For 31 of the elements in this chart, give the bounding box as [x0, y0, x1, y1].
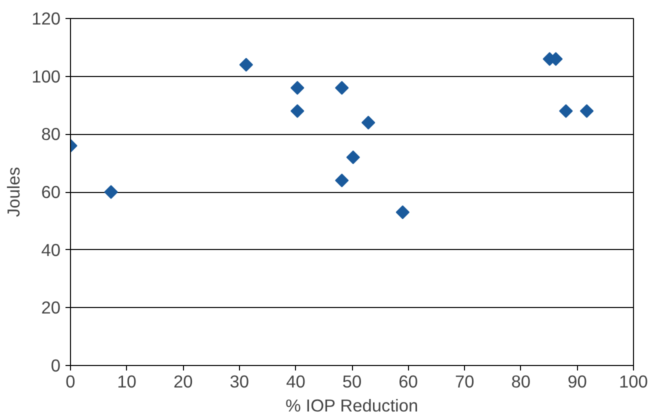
point	[396, 205, 410, 220]
y-tick-label: 120	[32, 8, 61, 28]
x-tick-label: 30	[230, 372, 250, 392]
point	[580, 104, 594, 118]
point	[361, 116, 376, 130]
x-tick-label: 90	[568, 372, 587, 392]
y-tick-label: 0	[50, 356, 61, 376]
point	[290, 104, 304, 118]
y-axis-title: Joules	[4, 166, 24, 218]
point	[104, 185, 118, 199]
y-tick-label: 80	[41, 124, 61, 144]
y-tick-label: 100	[32, 66, 61, 86]
y-tick-label: 60	[41, 182, 61, 202]
point	[239, 58, 254, 72]
point	[335, 174, 349, 188]
y-tick-label: 20	[41, 298, 61, 318]
point	[335, 81, 349, 95]
x-tick-label: 10	[117, 372, 136, 392]
x-tick-label: 100	[619, 372, 648, 392]
x-tick-label: 50	[342, 372, 362, 392]
x-tick-label: 40	[286, 372, 306, 392]
x-axis-title: % IOP Reduction	[286, 396, 418, 416]
y-tick-label: 40	[41, 240, 61, 260]
point	[559, 104, 573, 118]
x-tick-label: 20	[173, 372, 193, 392]
point	[290, 81, 304, 95]
x-tick-label: 60	[398, 372, 418, 392]
x-tick-label: 70	[454, 372, 474, 392]
x-tick-label: 80	[511, 372, 531, 392]
point	[346, 150, 360, 164]
x-tick-label: 0	[66, 372, 76, 392]
